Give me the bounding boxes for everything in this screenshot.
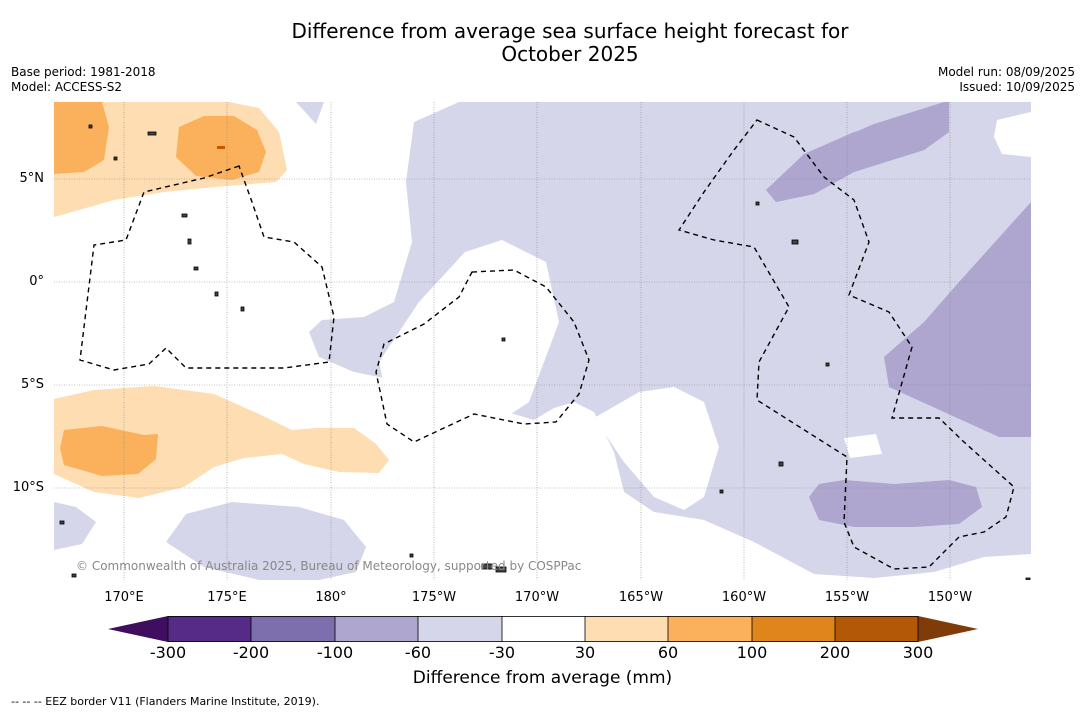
colorbar-seg-4: [418, 616, 502, 642]
contour-neutral-east-blob: [379, 240, 559, 437]
lon-label-170w: 170°W: [514, 590, 560, 605]
model-run: Model run: 08/09/2025: [937, 65, 1075, 79]
colorbar-tick-2: -100: [316, 643, 354, 662]
lon-label-160w: 160°W: [721, 590, 767, 605]
colorbar-seg-8: [752, 616, 835, 642]
meta-right: Model run: 08/09/2025 Issued: 10/09/2025: [938, 65, 1075, 95]
contour-neg-medium-east: [884, 202, 1031, 437]
colorbar-seg-3: [335, 616, 418, 642]
colorbar-label: Difference from average (mm): [412, 668, 673, 688]
colorbar-tick-4: -30: [488, 643, 516, 662]
colorbar-seg-1: [168, 616, 251, 642]
colorbar-tick-8: 200: [819, 643, 851, 662]
contour-neg-medium-north-body: [766, 102, 949, 202]
model-name: Model: ACCESS-S2: [11, 80, 123, 94]
colorbar-seg-7: [668, 616, 752, 642]
contour-pos-medium-northwest: [54, 102, 109, 174]
colorbar-tick-7: 100: [736, 643, 768, 662]
eez-tuvalu-kiribati: [79, 165, 335, 371]
colorbar-seg-9: [835, 616, 918, 642]
colorbar-tick-0: -300: [149, 643, 187, 662]
colorbar: [108, 616, 978, 642]
map-area[interactable]: [54, 102, 1031, 580]
map-title: Difference from average sea surface heig…: [0, 20, 1085, 66]
copyright-notice: © Commonwealth of Australia 2025, Bureau…: [76, 559, 582, 573]
lat-label-5n: 5°N: [19, 171, 45, 186]
eez-footnote: -- -- -- EEZ border V11 (Flanders Marine…: [11, 695, 320, 708]
colorbar-tick-9: 300: [902, 643, 934, 662]
map-svg[interactable]: [54, 102, 1031, 580]
contour-neutral-small-hole: [844, 434, 882, 458]
lon-label-150w: 150°W: [927, 590, 973, 605]
map-title-line2: October 2025: [501, 42, 639, 66]
colorbar-tick-1: -200: [232, 643, 270, 662]
lon-label-165w: 165°W: [618, 590, 664, 605]
lon-label-175e: 175°E: [207, 590, 247, 605]
colorbar-extend-high: [918, 616, 978, 642]
lon-label-155w: 155°W: [824, 590, 870, 605]
map-title-line1: Difference from average sea surface heig…: [291, 19, 849, 43]
eez-line-islands: [677, 119, 1015, 570]
base-period: Base period: 1981-2018: [11, 65, 156, 79]
colorbar-seg-5: [502, 616, 585, 642]
contour-neutral-top-right: [994, 112, 1031, 157]
contour-neg-light-far-southwest: [54, 502, 96, 550]
colorbar-tick-6: 60: [657, 643, 679, 662]
contour-neg-light-southwest: [166, 502, 366, 580]
meta-left: Base period: 1981-2018 Model: ACCESS-S2: [11, 65, 156, 95]
lon-label-180: 180°: [315, 590, 347, 605]
colorbar-tick-3: -60: [404, 643, 432, 662]
colorbar-seg-2: [251, 616, 335, 642]
lat-label-5s: 5°S: [20, 377, 44, 392]
lat-label-0: 0°: [29, 274, 44, 289]
contour-neg-light-central: [309, 102, 1031, 578]
colorbar-seg-6: [585, 616, 668, 642]
colorbar-tick-5: 30: [574, 643, 596, 662]
eez-borders: [79, 119, 1015, 570]
contour-neg-medium-southeast: [809, 480, 982, 527]
colorbar-extend-low: [108, 616, 168, 642]
gridlines: [54, 102, 1031, 580]
lat-label-10s: 10°S: [12, 480, 44, 495]
islands: [59, 124, 1031, 580]
issued-date: Issued: 10/09/2025: [959, 80, 1075, 94]
lon-label-170e: 170°E: [104, 590, 144, 605]
eez-phoenix: [375, 269, 590, 443]
contour-neg-light-top: [296, 102, 324, 124]
contour-neutral-south-central: [594, 387, 719, 510]
lon-label-175w: 175°W: [411, 590, 457, 605]
contour-pos-medium-southwest: [60, 426, 158, 476]
